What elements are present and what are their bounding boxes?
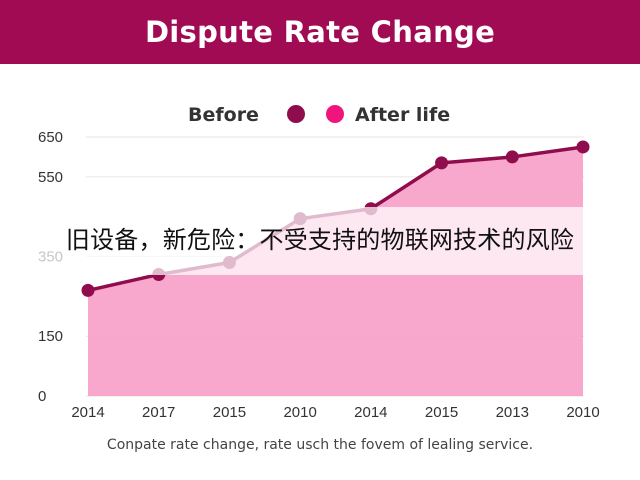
x-tick-label: 2015 [213,404,246,421]
data-point [576,140,590,154]
x-tick-label: 2013 [496,404,529,421]
x-axis-ticks: 2014 2017 2015 2010 2014 2015 2013 2010 [71,404,599,421]
x-tick-label: 2014 [354,404,387,421]
overlay-headline: 旧设备，新危险：不受支持的物联网技术的风险 [65,226,575,254]
overlay-banner [0,207,640,275]
legend-before-marker [287,105,305,123]
y-tick-label: 550 [38,169,63,186]
data-point [81,283,95,297]
chart-legend: Before After life [188,104,450,126]
legend-before-label: Before [188,104,259,126]
x-tick-label: 2010 [283,404,316,421]
x-tick-label: 2010 [566,404,599,421]
x-tick-label: 2017 [142,404,175,421]
y-tick-label: 150 [38,328,63,345]
x-tick-label: 2015 [425,404,458,421]
x-tick-label: 2014 [71,404,104,421]
legend-after-marker [326,105,344,123]
chart-title: Dispute Rate Change [144,15,496,49]
y-tick-label: 650 [38,129,63,146]
legend-after-label: After life [355,104,450,126]
data-point [435,156,449,170]
chart-header-banner: Dispute Rate Change [0,0,640,64]
data-point [505,150,519,164]
chart-caption: Conpate rate change, rate usch the fovem… [106,437,534,453]
y-tick-label: 0 [38,388,46,405]
